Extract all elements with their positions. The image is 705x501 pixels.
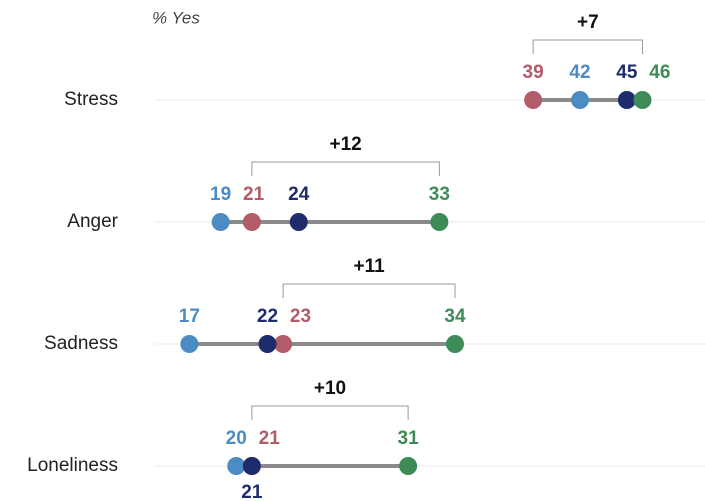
value-label: 33 (429, 184, 450, 205)
difference-bracket (532, 39, 643, 54)
dot (617, 91, 636, 109)
value-label: 46 (649, 62, 670, 83)
value-label: 39 (523, 62, 544, 83)
value-label: 23 (290, 306, 311, 327)
value-label: 21 (241, 482, 263, 501)
difference-bracket (251, 161, 440, 176)
category-label: Anger (67, 211, 118, 232)
dot (242, 213, 261, 231)
value-label: 34 (444, 306, 466, 327)
value-label: 21 (259, 428, 281, 449)
category-label: Loneliness (27, 455, 118, 476)
difference-label: +12 (330, 134, 362, 155)
dot (571, 91, 589, 109)
value-label: 24 (288, 184, 310, 205)
difference-bracket (282, 283, 456, 298)
difference-label: +11 (353, 256, 385, 277)
dot (180, 335, 199, 353)
dot (227, 457, 246, 475)
dot (430, 213, 449, 231)
value-label: 42 (569, 62, 590, 83)
chart-subtitle: % Yes (152, 8, 200, 27)
dot (211, 213, 230, 231)
category-label: Stress (64, 89, 118, 110)
value-label: 20 (226, 428, 247, 449)
dot (633, 91, 652, 109)
difference-label: +7 (577, 12, 599, 33)
value-label: 22 (257, 306, 278, 327)
value-label: 45 (616, 62, 638, 83)
dot (289, 213, 308, 231)
dot (274, 335, 293, 353)
dot (399, 457, 418, 475)
difference-label: +10 (314, 378, 346, 399)
category-label: Sadness (44, 333, 118, 354)
value-label: 31 (398, 428, 420, 449)
value-label: 21 (243, 184, 265, 205)
value-label: 19 (210, 184, 231, 205)
dot (524, 91, 543, 109)
dot (258, 335, 277, 353)
dot (446, 335, 464, 353)
difference-bracket (251, 405, 409, 420)
value-label: 17 (179, 306, 200, 327)
dot (242, 457, 261, 475)
